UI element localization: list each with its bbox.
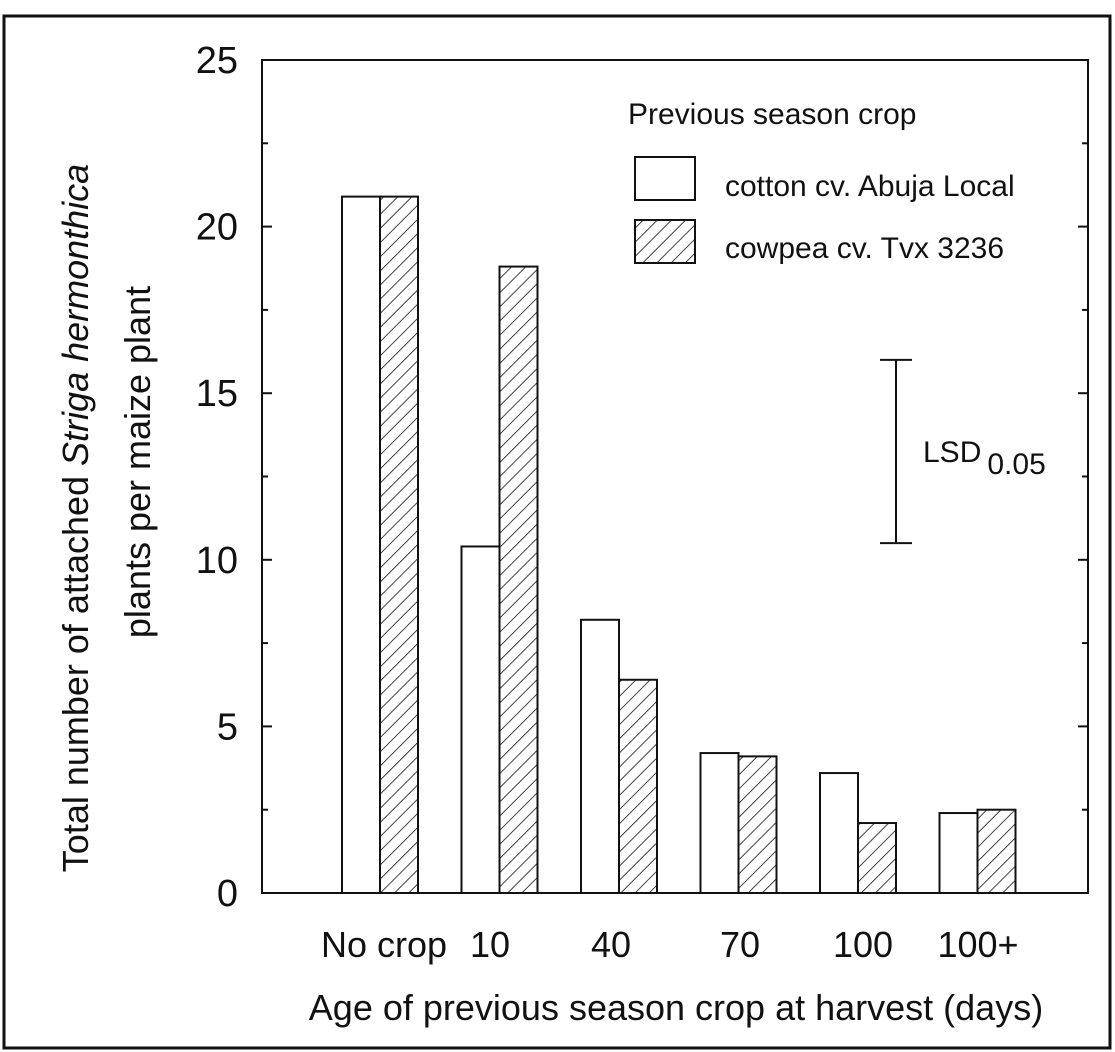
x-tick-label: 70 xyxy=(720,924,760,965)
y-axis-label-line2: plants per maize plant xyxy=(117,286,158,638)
legend-swatch-cowpea xyxy=(634,219,696,264)
lsd-label: LSD 0.05 xyxy=(923,436,1046,481)
lsd-label-text: LSD xyxy=(923,436,981,469)
y-tick-label: 20 xyxy=(196,207,238,249)
bar-cotton xyxy=(341,195,381,894)
x-axis: No crop 10 40 70 100 100+ xyxy=(321,924,1019,965)
y-tick-label: 5 xyxy=(217,706,238,748)
bars-layer xyxy=(341,195,1017,895)
x-axis-label: Age of previous season crop at harvest (… xyxy=(309,987,1043,1028)
bar-cowpea xyxy=(976,808,1017,895)
bar-cowpea xyxy=(498,265,539,895)
y-axis-label-prefix: Total number of attached xyxy=(55,466,96,872)
y-axis: 0 5 10 15 20 25 xyxy=(196,40,1088,915)
x-tick-label: 100+ xyxy=(937,924,1018,965)
lsd-error-bar: LSD 0.05 xyxy=(880,358,1046,545)
y-tick-label: 25 xyxy=(196,40,238,82)
y-tick-label: 10 xyxy=(196,540,238,582)
y-tick-label: 0 xyxy=(217,873,238,915)
bar-cotton xyxy=(460,545,501,894)
legend-swatch-cotton xyxy=(634,156,696,201)
legend: Previous season crop cotton cv. Abuja Lo… xyxy=(628,98,1015,265)
y-axis-label-line1: Total number of attached Striga hermonth… xyxy=(55,164,96,872)
bar-cotton xyxy=(819,772,859,894)
bar-cowpea xyxy=(618,678,658,895)
figure-frame xyxy=(2,14,1112,1050)
bar-cotton xyxy=(699,752,740,895)
bar-cowpea xyxy=(737,755,778,894)
x-tick-label: 40 xyxy=(591,924,631,965)
bar-cowpea xyxy=(379,195,419,894)
y-tick-label: 15 xyxy=(196,373,238,415)
x-tick-label: No crop xyxy=(321,924,447,965)
bar-cotton xyxy=(938,812,979,894)
x-tick-label: 100 xyxy=(833,924,893,965)
y-axis-label-species: Striga hermonthica xyxy=(55,164,96,466)
legend-label-cowpea: cowpea cv. Tvx 3236 xyxy=(725,232,1004,265)
bar-cowpea xyxy=(857,822,897,895)
legend-label-cotton: cotton cv. Abuja Local xyxy=(725,170,1015,203)
bar-cotton xyxy=(580,618,620,894)
legend-title: Previous season crop xyxy=(628,98,917,131)
lsd-label-subscript: 0.05 xyxy=(987,448,1045,481)
x-tick-label: 10 xyxy=(470,924,510,965)
